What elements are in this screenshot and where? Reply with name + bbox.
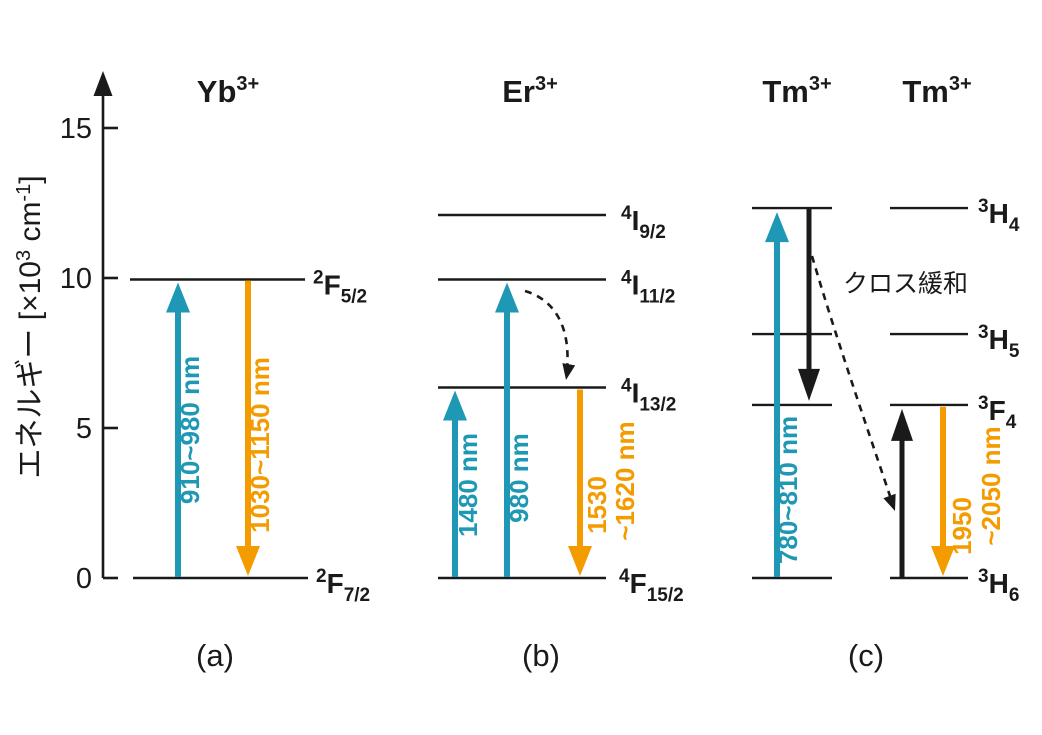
energy-level-term-label: 4I9/2 xyxy=(621,203,666,243)
ion-title-tm-3: Tm3+ xyxy=(902,73,971,109)
energy-level-term-label: 4I13/2 xyxy=(621,376,676,416)
y-axis-arrowhead-icon xyxy=(93,71,113,96)
panel-caption-b: (b) xyxy=(522,638,560,673)
panel-caption-c: (c) xyxy=(848,638,884,673)
tm2-emission-wavelength-line1: 1950 xyxy=(947,497,977,555)
tm2-emission-wavelength-line2: ~2050 nm xyxy=(976,426,1006,545)
y-axis-tick-label: 10 xyxy=(60,263,92,295)
energy-level-term-label: 3F4 xyxy=(978,393,1017,433)
y-axis-title: エネルギー [×103 cm-1] xyxy=(13,175,47,478)
energy-level-term-label: 2F7/2 xyxy=(316,566,370,606)
tm-pump-wavelength: 780~810 nm xyxy=(773,416,803,564)
y-axis-tick-label: 0 xyxy=(76,563,92,595)
er-emission-wavelength-line2: ~1620 nm xyxy=(610,421,640,540)
er-emission-arrow-head-icon xyxy=(568,546,592,576)
panel-caption-a: (a) xyxy=(196,638,234,673)
energy-level-term-label: 3H4 xyxy=(978,196,1020,236)
yb-emission-wavelength: 1030~1150 nm xyxy=(245,357,275,533)
cross-relaxation-label: クロス緩和 xyxy=(843,270,968,298)
er-pump-1480-wavelength: 1480 nm xyxy=(453,433,483,537)
energy-level-term-label: 4F15/2 xyxy=(619,566,684,606)
energy-level-term-label: 3H6 xyxy=(978,566,1019,606)
er-pump-980-arrow-head-icon xyxy=(495,282,519,313)
er-pump-1480-arrow-head-icon xyxy=(443,390,467,421)
energy-level-term-label: 2F5/2 xyxy=(313,268,367,308)
yb-emission-arrow-head-icon xyxy=(236,546,260,576)
ion-title-er-1: Er3+ xyxy=(502,73,558,109)
ion-title-tm-2: Tm3+ xyxy=(762,73,831,109)
y-axis-tick-label: 5 xyxy=(76,413,92,445)
tm2-emission-arrow-head-icon xyxy=(931,546,955,576)
ion-title-yb-0: Yb3+ xyxy=(197,73,259,109)
er-nonradiative-relaxation-arrow-head-icon xyxy=(562,363,576,380)
er-emission-wavelength-line1: 1530 xyxy=(582,476,612,534)
tm-pump-arrow-head-icon xyxy=(765,212,789,243)
er-nonradiative-relaxation-arrow-path xyxy=(524,289,569,371)
tm-relax-arrow-head-icon xyxy=(798,368,820,401)
energy-level-term-label: 3H5 xyxy=(978,322,1020,362)
energy-level-term-label: 4I11/2 xyxy=(621,268,675,308)
yb-pump-arrow-head-icon xyxy=(166,282,190,313)
y-axis-tick-label: 15 xyxy=(60,113,92,145)
tm-cross-relaxation-arrow-head-icon xyxy=(883,493,896,511)
tm2-transfer-arrow-head-icon xyxy=(891,408,913,441)
yb-pump-wavelength: 910~980 nm xyxy=(175,356,205,504)
er-pump-980-wavelength: 980 nm xyxy=(504,433,534,523)
